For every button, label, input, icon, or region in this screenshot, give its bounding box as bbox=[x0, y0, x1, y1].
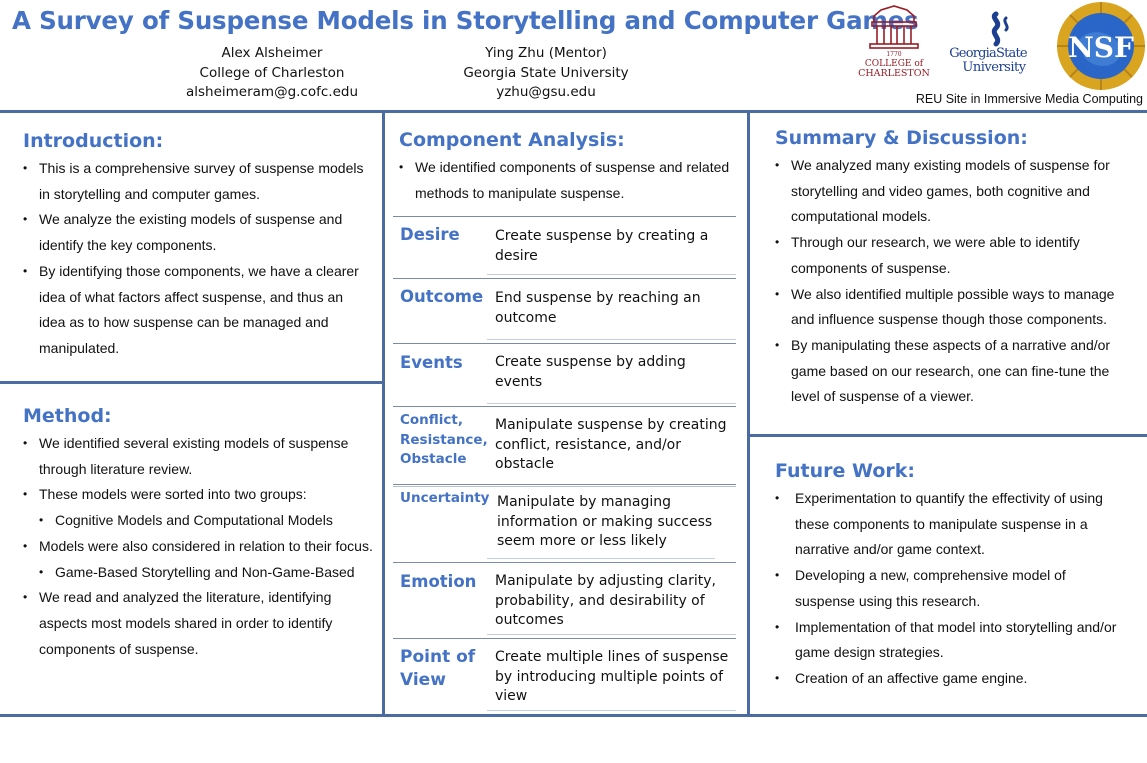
author-affiliation: College of Charleston bbox=[199, 64, 345, 81]
list-item: Game-Based Storytelling and Non-Game-Bas… bbox=[23, 560, 375, 586]
list-item: Cognitive Models and Computational Model… bbox=[23, 508, 375, 534]
bottom-divider bbox=[0, 714, 1147, 717]
logo-text: NSF bbox=[1068, 31, 1134, 64]
list-item: Through our research, we were able to id… bbox=[775, 230, 1125, 281]
introduction-heading: Introduction: bbox=[23, 130, 164, 152]
list-item: Models were also considered in relation … bbox=[23, 534, 375, 560]
georgia-state-university-logo: GeorgiaState University bbox=[949, 11, 1029, 75]
nsf-logo: NSF bbox=[1057, 2, 1145, 90]
component-description: Manipulate by adjusting clarity, probabi… bbox=[495, 573, 716, 628]
author-name: Ying Zhu (Mentor) bbox=[485, 45, 607, 61]
list-item: We identified components of suspense and… bbox=[399, 155, 739, 206]
component-label: Conflict, Resistance, Obstacle bbox=[400, 412, 488, 467]
logo-year: 1770 bbox=[886, 51, 901, 58]
introduction-list: This is a comprehensive survey of suspen… bbox=[23, 156, 373, 362]
future-work-heading: Future Work: bbox=[775, 460, 915, 482]
component-label: Point of View bbox=[400, 647, 476, 690]
summary-heading: Summary & Discussion: bbox=[775, 127, 1028, 149]
component-row-uncertainty: Uncertainty Manipulate by managing infor… bbox=[393, 484, 736, 562]
component-row-events: Events Create suspense by adding events bbox=[393, 343, 736, 407]
component-row-point-of-view: Point of View Create multiple lines of s… bbox=[393, 638, 736, 714]
list-item: We analyze the existing models of suspen… bbox=[23, 207, 373, 258]
list-item: We also identified multiple possible way… bbox=[775, 282, 1125, 333]
component-label: Uncertainty bbox=[400, 490, 490, 506]
author-block-2: Ying Zhu (Mentor) Georgia State Universi… bbox=[446, 44, 646, 103]
list-item: Creation of an affective game engine. bbox=[775, 666, 1120, 692]
component-description: Manipulate suspense by creating conflict… bbox=[495, 417, 727, 472]
reu-site-label: REU Site in Immersive Media Computing bbox=[915, 92, 1143, 106]
component-label: Emotion bbox=[400, 572, 477, 591]
list-item: Implementation of that model into storyt… bbox=[775, 615, 1120, 666]
author-block-1: Alex Alsheimer College of Charleston als… bbox=[172, 44, 372, 103]
component-description: Create suspense by adding events bbox=[495, 354, 686, 390]
poster-title: A Survey of Suspense Models in Storytell… bbox=[12, 6, 919, 35]
list-item: Developing a new, comprehensive model of… bbox=[775, 563, 1120, 614]
logo-text-line1: GeorgiaState bbox=[949, 46, 1028, 61]
intro-method-divider bbox=[0, 381, 384, 384]
component-row-emotion: Emotion Manipulate by adjusting clarity,… bbox=[393, 562, 736, 638]
component-label: Outcome bbox=[400, 287, 484, 306]
component-description: Manipulate by managing information or ma… bbox=[497, 494, 713, 549]
component-label: Desire bbox=[400, 225, 460, 244]
list-item: These models were sorted into two groups… bbox=[23, 482, 375, 508]
component-analysis-heading: Component Analysis: bbox=[399, 129, 625, 151]
component-label: Events bbox=[400, 353, 463, 372]
component-analysis-intro: We identified components of suspense and… bbox=[399, 155, 739, 206]
summary-list: We analyzed many existing models of susp… bbox=[775, 153, 1125, 410]
author-email: alsheimeram@g.cofc.edu bbox=[185, 84, 359, 100]
summary-future-divider bbox=[749, 434, 1147, 437]
author-email: yzhu@gsu.edu bbox=[496, 84, 596, 100]
list-item: We identified several existing models of… bbox=[23, 431, 375, 482]
component-row-outcome: Outcome End suspense by reaching an outc… bbox=[393, 278, 736, 342]
method-heading: Method: bbox=[23, 405, 112, 427]
list-item: This is a comprehensive survey of suspen… bbox=[23, 156, 373, 207]
author-affiliation: Georgia State University bbox=[463, 64, 629, 81]
list-item: By manipulating these aspects of a narra… bbox=[775, 333, 1125, 410]
logo-text-line2: CHARLESTON bbox=[858, 68, 930, 78]
component-description: Create multiple lines of suspense by int… bbox=[495, 649, 729, 704]
logo-text-line1: COLLEGE of bbox=[865, 59, 924, 69]
component-description: End suspense by reaching an outcome bbox=[495, 290, 701, 326]
column-divider-right bbox=[747, 112, 750, 716]
method-list: We identified several existing models of… bbox=[23, 431, 375, 662]
component-row-desire: Desire Create suspense by creating a des… bbox=[393, 216, 736, 278]
list-item: We analyzed many existing models of susp… bbox=[775, 153, 1125, 230]
college-of-charleston-logo: 1770 COLLEGE of CHARLESTON bbox=[858, 5, 930, 78]
column-divider-left bbox=[382, 112, 385, 716]
component-description: Create suspense by creating a desire bbox=[495, 228, 709, 264]
list-item: By identifying those components, we have… bbox=[23, 259, 373, 362]
author-name: Alex Alsheimer bbox=[221, 45, 323, 61]
list-item: We read and analyzed the literature, ide… bbox=[23, 585, 375, 662]
component-row-conflict: Conflict, Resistance, Obstacle Manipulat… bbox=[393, 406, 736, 484]
header-divider bbox=[0, 110, 1147, 113]
list-item: Experimentation to quantify the effectiv… bbox=[775, 486, 1120, 563]
logo-text-line2: University bbox=[962, 60, 1026, 75]
future-work-list: Experimentation to quantify the effectiv… bbox=[775, 486, 1120, 692]
